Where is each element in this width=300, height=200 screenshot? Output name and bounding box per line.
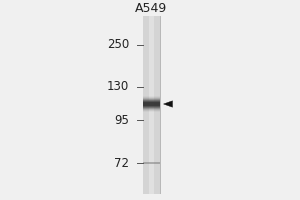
Text: 95: 95 bbox=[114, 114, 129, 127]
Polygon shape bbox=[164, 101, 172, 107]
Text: 72: 72 bbox=[114, 157, 129, 170]
Bar bbox=[143, 110, 160, 112]
Bar bbox=[143, 102, 160, 104]
Bar bbox=[143, 96, 160, 98]
Bar bbox=[143, 100, 160, 102]
Bar bbox=[143, 102, 160, 106]
Bar bbox=[142, 16, 160, 194]
Text: 250: 250 bbox=[107, 38, 129, 51]
Bar bbox=[143, 107, 160, 109]
Bar bbox=[143, 101, 160, 103]
Bar bbox=[143, 97, 160, 99]
Bar bbox=[143, 109, 160, 111]
Bar bbox=[143, 104, 160, 106]
Bar bbox=[143, 108, 160, 110]
Bar bbox=[143, 98, 160, 100]
Bar bbox=[143, 99, 160, 101]
Bar bbox=[149, 16, 154, 194]
Text: 130: 130 bbox=[107, 80, 129, 93]
Bar bbox=[143, 162, 160, 164]
Bar bbox=[143, 16, 160, 194]
Text: A549: A549 bbox=[135, 2, 168, 15]
Bar bbox=[143, 103, 160, 105]
Bar bbox=[143, 105, 160, 107]
Bar bbox=[143, 106, 160, 108]
